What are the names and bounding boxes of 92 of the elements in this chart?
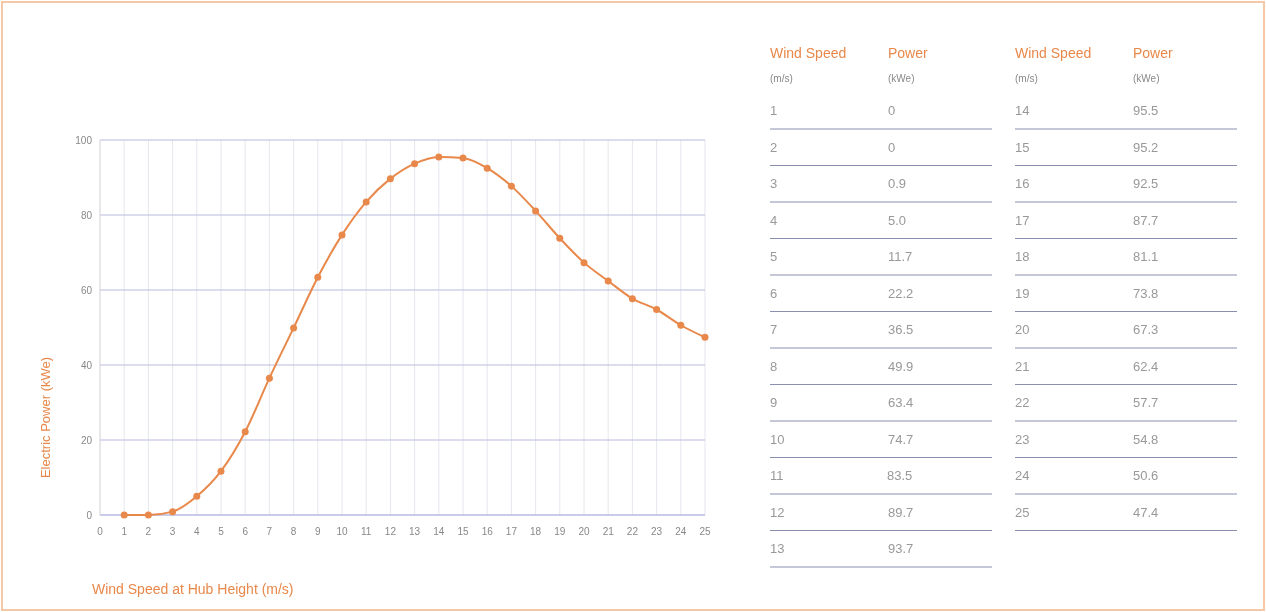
point (338, 231, 346, 239)
x-tick-label: 8 (290, 526, 297, 537)
text: Power (1133, 45, 1174, 61)
x-tick-label: 24 (675, 526, 687, 537)
point (532, 207, 540, 215)
point (653, 306, 661, 313)
x-tick-label: 6 (242, 526, 249, 537)
point (580, 259, 588, 267)
point (314, 273, 322, 281)
text: 17 87.7 (1015, 212, 1159, 228)
point (193, 492, 201, 500)
text: (m/s) (1015, 73, 1038, 84)
text: 24 50.6 (1015, 468, 1159, 483)
x-tick-label: 15 (457, 526, 469, 537)
x-tick-label: 9 (315, 526, 322, 537)
text: 16 92.5 (1015, 176, 1159, 191)
text: Wind Speed (1015, 45, 1092, 61)
y-tick-label: 60 (80, 284, 93, 296)
y-tick-label: 80 (80, 209, 93, 221)
text: 11 83.5 (770, 468, 913, 483)
text: (kWe) (888, 73, 915, 84)
x-tick-label: 0 (97, 526, 104, 537)
point (386, 175, 394, 183)
point (435, 153, 443, 161)
point (507, 182, 515, 190)
point (217, 467, 225, 475)
text: 7 36.5 (770, 322, 914, 337)
text: 3 0.9 (770, 176, 907, 191)
point (265, 374, 273, 382)
point (604, 277, 612, 285)
text: 6 22.2 (770, 285, 914, 301)
x-tick-label: 2 (145, 526, 152, 537)
x-tick-label: 11 (361, 526, 372, 537)
text: (m/s) (770, 73, 793, 84)
x-tick-label: 23 (651, 526, 663, 537)
x-tick-label: 10 (336, 526, 348, 537)
point (459, 154, 467, 162)
point (483, 164, 491, 172)
text: 22 57.7 (1015, 395, 1159, 410)
x-tick-label: 3 (169, 526, 176, 537)
text: 12 89.7 (770, 504, 914, 520)
text: Wind Speed (770, 45, 847, 61)
text: 9 63.4 (770, 395, 914, 410)
text: 1 0 (770, 103, 896, 118)
text: 13 93.7 (770, 541, 914, 556)
text: 18 81.1 (1015, 249, 1159, 264)
y-axis-title: Electric Power (kWe) (38, 356, 53, 479)
x-tick-label: 5 (218, 526, 225, 537)
x-axis-title: Wind Speed at Hub Height (m/s) (92, 581, 294, 597)
x-tick-label: 22 (626, 526, 639, 537)
y-tick-label: 0 (86, 509, 93, 521)
text: 5 11.7 (770, 249, 913, 264)
point (362, 198, 370, 206)
text: 4 5.0 (770, 212, 907, 228)
x-tick-label: 13 (409, 526, 421, 537)
text: (kWe) (1133, 73, 1160, 84)
text: 23 54.8 (1015, 431, 1159, 447)
x-tick-label: 1 (121, 526, 128, 537)
point (120, 511, 128, 519)
y-tick-label: 100 (75, 134, 93, 146)
text: 25 47.4 (1015, 504, 1159, 520)
x-tick-label: 16 (481, 526, 494, 537)
text: 19 73.8 (1015, 285, 1159, 301)
point (701, 333, 709, 341)
text: 20 67.3 (1015, 322, 1159, 337)
x-tick-label: 25 (699, 526, 711, 537)
point (290, 324, 298, 332)
x-tick-label: 21 (602, 526, 615, 537)
point (628, 295, 636, 303)
x-tick-label: 14 (433, 526, 445, 537)
text: 15 95.2 (1015, 139, 1159, 155)
text: 21 62.4 (1015, 358, 1159, 374)
point (411, 160, 419, 168)
point (169, 508, 177, 516)
x-tick-label: 17 (505, 526, 518, 537)
x-tick-label: 7 (266, 526, 273, 537)
text: 8 49.9 (770, 358, 914, 374)
point (144, 511, 152, 519)
text: 10 74.7 (770, 431, 914, 447)
x-tick-label: 20 (578, 526, 590, 537)
y-tick-label: 40 (80, 359, 93, 371)
text: 2 0 (770, 139, 896, 155)
y-tick-label: 20 (80, 434, 93, 446)
x-tick-label: 4 (194, 526, 201, 537)
point (241, 428, 249, 436)
x-tick-label: 12 (384, 526, 397, 537)
text: 14 95.5 (1015, 103, 1159, 118)
x-tick-label: 19 (554, 526, 566, 537)
point (677, 321, 685, 329)
text: Power (888, 45, 929, 61)
x-tick-label: 18 (530, 526, 542, 537)
point (556, 234, 564, 242)
